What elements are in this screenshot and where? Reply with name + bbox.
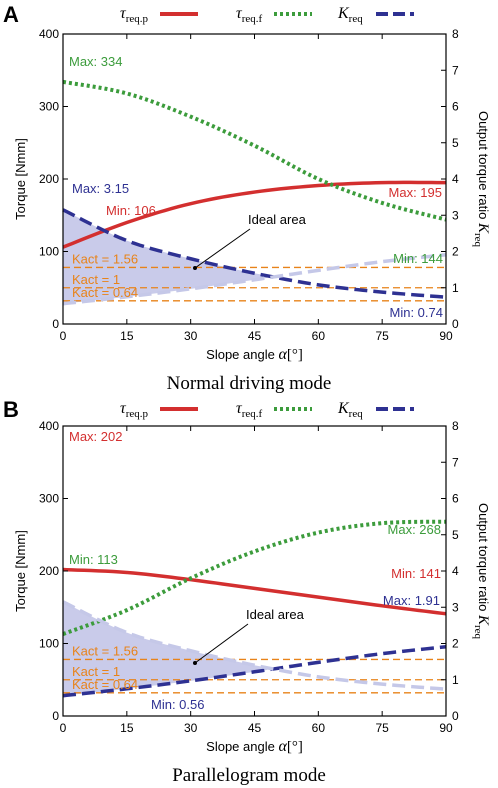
x-tick-label: 15 — [120, 721, 134, 735]
legend-label-1: τreq.f — [236, 400, 263, 420]
y-right-tick-label: 3 — [452, 208, 459, 222]
y-left-tick-label: 300 — [39, 492, 59, 506]
y-right-tick-label: 1 — [452, 281, 459, 295]
y-right-tick-label: 1 — [452, 673, 459, 687]
y-right-tick-label: 4 — [452, 172, 459, 186]
kact-label: Kact = 1 — [72, 664, 120, 679]
panel-label: B — [3, 397, 19, 422]
y-right-tick-label: 7 — [452, 455, 459, 469]
x-tick-label: 0 — [60, 329, 67, 343]
x-tick-label: 30 — [184, 721, 198, 735]
y-right-tick-label: 5 — [452, 136, 459, 150]
annotation: Min: 0.74 — [390, 305, 443, 320]
ideal-area — [63, 209, 268, 304]
panel-title: Normal driving mode — [167, 373, 332, 394]
legend-label-2: Kreq — [337, 5, 363, 25]
kact-label: Kact = 1.56 — [72, 643, 138, 658]
y-right-tick-label: 3 — [452, 600, 459, 614]
x-tick-label: 45 — [248, 721, 262, 735]
y-right-tick-label: 8 — [452, 419, 459, 433]
ideal-area-pointer — [194, 228, 251, 269]
y-left-axis-label: Torque [Nmm] — [13, 138, 28, 220]
annotation: Min: 144 — [393, 251, 443, 266]
y-right-tick-label: 0 — [452, 709, 459, 723]
x-tick-label: 90 — [439, 329, 453, 343]
y-left-tick-label: 100 — [39, 637, 59, 651]
annotation: Max: 202 — [69, 429, 122, 444]
y-left-tick-label: 200 — [39, 172, 59, 186]
ideal-area-dot — [193, 266, 197, 270]
y-left-tick-label: 400 — [39, 27, 59, 41]
x-tick-label: 75 — [375, 721, 389, 735]
y-right-tick-label: 2 — [452, 637, 459, 651]
y-right-axis-label: Output torque ratio Kreq — [472, 111, 491, 248]
x-axis-label: Slope angle α[°] — [206, 738, 303, 755]
x-tick-label: 60 — [312, 329, 326, 343]
y-right-tick-label: 6 — [452, 492, 459, 506]
panel-title: Parallelogram mode — [172, 765, 326, 786]
legend-label-0: τreq.p — [120, 400, 149, 420]
annotation: Max: 334 — [69, 54, 122, 69]
kact-label: Kact = 0.64 — [72, 677, 138, 692]
y-left-tick-label: 0 — [52, 709, 59, 723]
y-right-tick-label: 6 — [452, 100, 459, 114]
annotation: Max: 1.91 — [383, 593, 440, 608]
ideal-area-label: Ideal area — [248, 212, 307, 227]
y-right-tick-label: 5 — [452, 528, 459, 542]
x-tick-label: 60 — [312, 721, 326, 735]
ideal-area-dot — [193, 661, 197, 665]
y-right-tick-label: 4 — [452, 564, 459, 578]
kact-label: Kact = 1 — [72, 272, 120, 287]
y-left-axis-label: Torque [Nmm] — [13, 530, 28, 612]
legend-label-1: τreq.f — [236, 5, 263, 25]
x-tick-label: 0 — [60, 721, 67, 735]
annotation: Max: 3.15 — [72, 181, 129, 196]
y-right-tick-label: 7 — [452, 63, 459, 77]
x-axis-label: Slope angle α[°] — [206, 346, 303, 363]
x-tick-label: 30 — [184, 329, 198, 343]
x-tick-label: 45 — [248, 329, 262, 343]
ideal-area — [63, 601, 268, 696]
annotation: Max: 268 — [388, 522, 441, 537]
annotation: Min: 0.56 — [151, 697, 204, 712]
legend-label-0: τreq.p — [120, 5, 149, 25]
y-right-tick-label: 0 — [452, 317, 459, 331]
panel-label: A — [3, 2, 19, 27]
kact-label: Kact = 0.64 — [72, 285, 138, 300]
y-right-tick-label: 8 — [452, 27, 459, 41]
kact-label: Kact = 1.56 — [72, 251, 138, 266]
y-left-tick-label: 0 — [52, 317, 59, 331]
y-left-tick-label: 400 — [39, 419, 59, 433]
annotation: Min: 113 — [69, 552, 118, 567]
y-left-tick-label: 300 — [39, 100, 59, 114]
y-left-tick-label: 200 — [39, 564, 59, 578]
annotation: Min: 106 — [106, 203, 156, 218]
legend-label-2: Kreq — [337, 400, 363, 420]
annotation: Min: 141 — [391, 566, 441, 581]
annotation: Max: 195 — [389, 185, 442, 200]
ideal-area-pointer — [194, 623, 249, 664]
y-right-tick-label: 2 — [452, 245, 459, 259]
y-left-tick-label: 100 — [39, 245, 59, 259]
x-tick-label: 15 — [120, 329, 134, 343]
ideal-area-label: Ideal area — [246, 607, 305, 622]
x-tick-label: 90 — [439, 721, 453, 735]
x-tick-label: 75 — [375, 329, 389, 343]
y-right-axis-label: Output torque ratio Kreq — [472, 503, 491, 640]
